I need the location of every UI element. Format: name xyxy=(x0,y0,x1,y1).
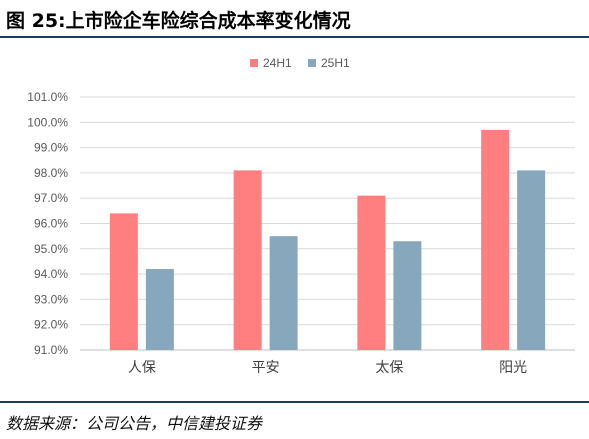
legend-swatch xyxy=(250,59,258,67)
y-tick-label: 91.0% xyxy=(34,343,68,357)
legend-label: 24H1 xyxy=(263,56,292,70)
x-tick-label: 平安 xyxy=(252,359,280,375)
y-tick-label: 95.0% xyxy=(34,242,68,256)
bar-24H1 xyxy=(357,195,386,350)
bar-25H1 xyxy=(269,236,298,350)
y-tick-label: 100.0% xyxy=(27,115,68,129)
x-tick-label: 太保 xyxy=(375,359,403,375)
bar-25H1 xyxy=(393,241,422,350)
bar-25H1 xyxy=(145,269,174,350)
footer-divider xyxy=(0,401,589,403)
y-tick-label: 97.0% xyxy=(34,191,68,205)
bar-25H1 xyxy=(517,170,546,350)
figure-title: 图 25:上市险企车险综合成本率变化情况 xyxy=(6,10,351,32)
x-tick-label: 人保 xyxy=(128,359,156,375)
y-tick-label: 96.0% xyxy=(34,217,68,231)
bar-24H1 xyxy=(109,213,138,350)
source-note: 数据来源：公司公告，中信建投证券 xyxy=(6,414,263,433)
y-tick-label: 101.0% xyxy=(27,90,68,104)
title-divider xyxy=(0,36,589,38)
y-tick-label: 98.0% xyxy=(34,166,68,180)
bar-24H1 xyxy=(481,129,510,350)
bar-24H1 xyxy=(233,170,262,350)
legend-label: 25H1 xyxy=(321,56,350,70)
x-tick-label: 阳光 xyxy=(499,359,527,375)
y-tick-label: 92.0% xyxy=(34,318,68,332)
y-tick-label: 94.0% xyxy=(34,267,68,281)
y-tick-label: 93.0% xyxy=(34,292,68,306)
bar-chart: 91.0% 92.0% 93.0% 94.0% 95.0% 96.0% 97.0% 98.0%… xyxy=(27,56,575,375)
y-tick-label: 99.0% xyxy=(34,141,68,155)
legend-swatch xyxy=(308,59,316,67)
